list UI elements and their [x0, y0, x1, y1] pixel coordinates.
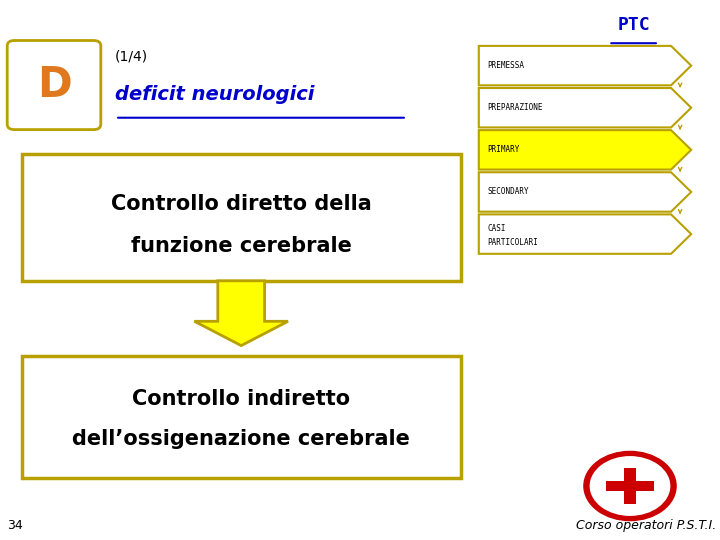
Text: PREPARAZIONE: PREPARAZIONE	[487, 103, 543, 112]
Text: PARTICOLARI: PARTICOLARI	[487, 238, 539, 247]
Text: deficit neurologici: deficit neurologici	[115, 85, 315, 104]
Polygon shape	[479, 88, 691, 127]
Circle shape	[588, 455, 672, 517]
Text: Controllo indiretto: Controllo indiretto	[132, 388, 350, 409]
Circle shape	[584, 451, 676, 521]
FancyBboxPatch shape	[624, 468, 636, 504]
Text: CASI: CASI	[487, 225, 506, 233]
Text: 34: 34	[7, 519, 23, 532]
Text: (1/4): (1/4)	[115, 50, 148, 64]
Polygon shape	[479, 214, 691, 254]
Polygon shape	[194, 281, 288, 346]
FancyBboxPatch shape	[7, 40, 101, 130]
Text: Controllo diretto della: Controllo diretto della	[111, 194, 372, 214]
FancyBboxPatch shape	[606, 481, 654, 491]
Polygon shape	[479, 172, 691, 212]
Text: Corso operatori P.S.T.I.: Corso operatori P.S.T.I.	[576, 519, 716, 532]
FancyBboxPatch shape	[22, 154, 461, 281]
Text: PTC: PTC	[617, 16, 650, 34]
Text: funzione cerebrale: funzione cerebrale	[131, 235, 351, 256]
Polygon shape	[479, 130, 691, 170]
Text: PRIMARY: PRIMARY	[487, 145, 520, 154]
Text: dell’ossigenazione cerebrale: dell’ossigenazione cerebrale	[72, 429, 410, 449]
Text: D: D	[37, 64, 71, 106]
Text: PREMESSA: PREMESSA	[487, 61, 524, 70]
Polygon shape	[479, 46, 691, 85]
Text: SECONDARY: SECONDARY	[487, 187, 529, 197]
FancyBboxPatch shape	[22, 356, 461, 478]
